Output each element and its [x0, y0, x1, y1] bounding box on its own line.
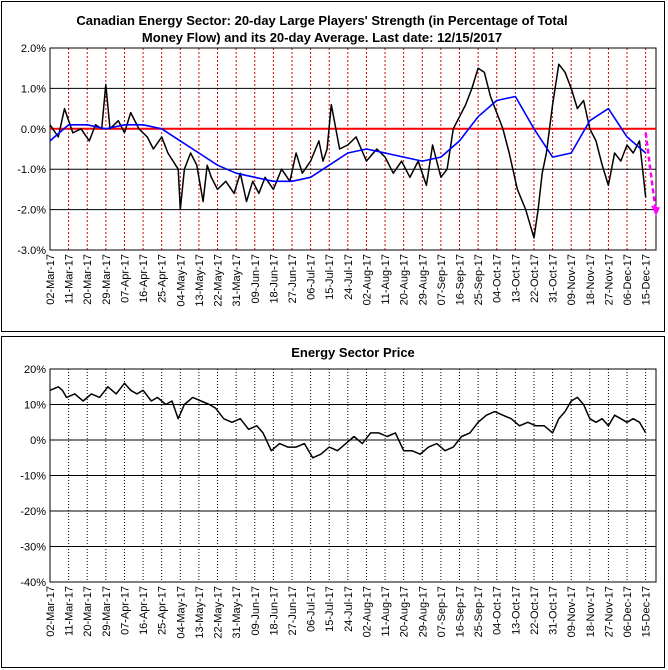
- strength-xtick-label: 29-Mar-17: [101, 254, 113, 305]
- price-xtick-label: 11-Aug-17: [380, 586, 392, 637]
- price-xtick-label: 04-May-17: [175, 586, 187, 639]
- price-chart-title: Energy Sector Price: [291, 345, 415, 360]
- strength-ytick-label: -1.0%: [17, 164, 46, 176]
- strength-xtick-label: 16-Sep-17: [455, 254, 467, 305]
- price-ytick-label: 0%: [30, 435, 46, 447]
- strength-xtick-label: 18-Jun-17: [268, 254, 280, 304]
- strength-plot-frame: [49, 47, 657, 251]
- strength-ytick-label: 1.0%: [21, 83, 46, 95]
- price-xtick-label: 06-Dec-17: [622, 586, 634, 637]
- strength-xtick-label: 11-Mar-17: [64, 254, 76, 304]
- price-xtick-label: 13-May-17: [194, 586, 206, 639]
- price-xtick-label: 25-Apr-17: [157, 586, 169, 635]
- strength-line: [49, 63, 647, 239]
- price-xtick-label: 02-Aug-17: [361, 586, 373, 637]
- strength-xtick-label: 22-May-17: [213, 254, 225, 307]
- strength-xtick-label: 04-May-17: [175, 254, 187, 307]
- price-xtick-label: 13-Oct-17: [510, 586, 522, 635]
- strength-xtick-label: 11-Aug-17: [380, 254, 392, 305]
- price-xtick-label: 27-Jun-17: [287, 586, 299, 636]
- strength-projection-arrowhead: [651, 205, 660, 216]
- price-xtick-label: 04-Oct-17: [492, 586, 504, 635]
- strength-chart-title-line1: Canadian Energy Sector: 20-day Large Pla…: [76, 13, 567, 28]
- price-xtick-label: 06-Jul-17: [306, 586, 318, 632]
- price-plot-frame: [49, 368, 657, 583]
- price-xtick-label: 31-May-17: [231, 586, 243, 639]
- strength-xtick-label: 27-Nov-17: [603, 254, 615, 305]
- strength-xtick-label: 31-May-17: [231, 254, 243, 307]
- strength-xtick-label: 07-Apr-17: [119, 254, 131, 303]
- price-xtick-label: 25-Sep-17: [473, 586, 485, 637]
- price-xtick-label: 02-Mar-17: [45, 586, 57, 637]
- strength-xtick-label: 25-Apr-17: [157, 254, 169, 303]
- strength-chart-title-line2: Money Flow) and its 20-day Average. Last…: [142, 30, 502, 45]
- strength-xtick-label: 15-Jul-17: [324, 254, 336, 300]
- strength-xtick-label: 22-Oct-17: [529, 254, 541, 303]
- strength-average-line: [49, 95, 647, 183]
- strength-chart-panel: Canadian Energy Sector: 20-day Large Pla…: [1, 1, 665, 332]
- strength-xtick-label: 02-Aug-17: [361, 254, 373, 305]
- strength-xtick-label: 24-Jul-17: [343, 254, 355, 300]
- strength-xtick-label: 06-Jul-17: [306, 254, 318, 300]
- strength-xtick-label: 07-Sep-17: [436, 254, 448, 305]
- price-chart: Energy Sector Price 20% 10% 0% -10% -20% -30%…: [20, 345, 657, 639]
- strength-ytick-label: -2.0%: [17, 205, 46, 217]
- price-ytick-label: 20%: [24, 364, 46, 376]
- price-xtick-label: 09-Nov-17: [566, 586, 578, 637]
- price-xtick-label: 29-Mar-17: [101, 586, 113, 637]
- strength-xtick-label: 13-Oct-17: [510, 254, 522, 303]
- strength-xtick-label: 09-Nov-17: [566, 254, 578, 305]
- strength-ytick-label: 0.0%: [21, 124, 46, 136]
- price-line: [49, 382, 647, 459]
- strength-xtick-label: 27-Jun-17: [287, 254, 299, 304]
- strength-ytick-label: 2.0%: [21, 43, 46, 55]
- price-chart-panel: Energy Sector Price 20% 10% 0% -10% -20% -30%…: [1, 336, 665, 668]
- strength-xtick-label: 25-Sep-17: [473, 254, 485, 305]
- price-xtick-label: 24-Jul-17: [343, 586, 355, 632]
- price-xtick-label: 15-Jul-17: [324, 586, 336, 632]
- price-ytick-label: -40%: [20, 577, 46, 589]
- price-xtick-label: 15-Dec-17: [641, 586, 653, 637]
- price-xtick-label: 16-Apr-17: [138, 586, 150, 635]
- strength-xtick-label: 29-Aug-17: [417, 254, 429, 305]
- price-xtick-label: 16-Sep-17: [455, 586, 467, 637]
- strength-xtick-label: 15-Dec-17: [641, 254, 653, 305]
- price-xtick-label: 20-Mar-17: [82, 586, 94, 637]
- strength-xtick-label: 04-Oct-17: [492, 254, 504, 303]
- price-xtick-label: 07-Sep-17: [436, 586, 448, 637]
- price-xtick-label: 09-Jun-17: [250, 586, 262, 636]
- strength-xtick-label: 02-Mar-17: [45, 254, 57, 305]
- strength-xtick-label: 16-Apr-17: [138, 254, 150, 303]
- price-ytick-label: -10%: [20, 471, 46, 483]
- price-ytick-label: -20%: [20, 506, 46, 518]
- strength-chart: Canadian Energy Sector: 20-day Large Pla…: [17, 13, 660, 307]
- price-xtick-label: 20-Aug-17: [399, 586, 411, 637]
- strength-xtick-label: 13-May-17: [194, 254, 206, 307]
- strength-xtick-label: 09-Jun-17: [250, 254, 262, 304]
- strength-ytick-label: -3.0%: [17, 245, 46, 257]
- price-xtick-label: 11-Mar-17: [64, 586, 76, 636]
- price-xtick-label: 22-Oct-17: [529, 586, 541, 635]
- price-xtick-label: 18-Nov-17: [585, 586, 597, 637]
- price-xtick-label: 07-Apr-17: [119, 586, 131, 635]
- strength-xtick-label: 20-Mar-17: [82, 254, 94, 305]
- price-xtick-label: 27-Nov-17: [603, 586, 615, 637]
- strength-xtick-label: 06-Dec-17: [622, 254, 634, 305]
- price-xtick-label: 18-Jun-17: [268, 586, 280, 636]
- strength-xtick-label: 31-Oct-17: [548, 254, 560, 303]
- price-xtick-label: 22-May-17: [213, 586, 225, 639]
- price-xtick-label: 31-Oct-17: [548, 586, 560, 635]
- strength-xtick-label: 20-Aug-17: [399, 254, 411, 305]
- strength-xtick-label: 18-Nov-17: [585, 254, 597, 305]
- price-xtick-label: 29-Aug-17: [417, 586, 429, 637]
- strength-projection-line: [644, 132, 658, 214]
- price-ytick-label: 10%: [24, 400, 46, 412]
- price-ytick-label: -30%: [20, 542, 46, 554]
